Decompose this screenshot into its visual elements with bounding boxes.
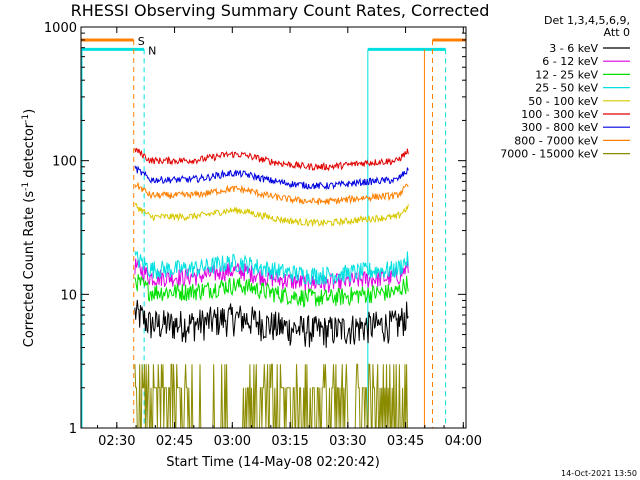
legend-header-line-2: Att 0 xyxy=(604,26,630,39)
series-line-6 xyxy=(134,165,409,191)
y-axis-label-mid: detector xyxy=(22,122,37,182)
series-line-5 xyxy=(134,147,409,172)
series-line-7 xyxy=(134,182,409,206)
legend-label-3: 25 - 50 keV xyxy=(535,82,598,95)
legend-label-8: 7000 - 15000 keV xyxy=(500,148,598,161)
y-axis-label-end: ) xyxy=(22,109,37,114)
y-tick-label-0: 1 xyxy=(69,422,77,437)
axes: 02:30 02:45 03:00 03:15 03:30 03:45 04:00 1 10 10… xyxy=(44,21,482,449)
x-tick-label-2: 03:00 xyxy=(214,434,251,449)
y-axis-label-main: Corrected Count Rate (s xyxy=(22,191,37,348)
plot-area: SN xyxy=(81,35,466,429)
y-axis-label: Corrected Count Rate (s-1 detector-1) xyxy=(21,109,37,347)
x-tick-label-6: 04:00 xyxy=(445,434,482,449)
series-line-0 xyxy=(134,299,409,348)
legend-label-7: 800 - 7000 keV xyxy=(514,134,598,147)
series-line-4 xyxy=(134,202,409,228)
x-tick-label-0: 02:30 xyxy=(98,434,135,449)
chart-title: RHESSI Observing Summary Count Rates, Co… xyxy=(71,1,490,20)
y-axis-label-sup1: -1 xyxy=(21,182,31,191)
legend-label-2: 12 - 25 keV xyxy=(535,68,598,81)
x-tick-label-4: 03:30 xyxy=(329,434,366,449)
y-axis-label-sup2: -1 xyxy=(21,114,31,123)
y-tick-label-2: 100 xyxy=(52,155,77,170)
legend-header-line-1: Det 1,3,4,5,6,9, xyxy=(544,14,630,27)
x-tick-label-3: 03:15 xyxy=(271,434,308,449)
series-line-3 xyxy=(134,250,409,285)
plot-frame xyxy=(80,26,467,429)
legend-label-1: 6 - 12 keV xyxy=(542,55,598,68)
legend-label-5: 100 - 300 keV xyxy=(521,108,598,121)
flag-label-s: S xyxy=(138,35,145,48)
x-tick-label-5: 03:45 xyxy=(387,434,424,449)
series-line-2 xyxy=(134,274,409,308)
legend-label-0: 3 - 6 keV xyxy=(549,42,598,55)
y-tick-label-3: 1000 xyxy=(44,21,77,36)
legend-label-4: 50 - 100 keV xyxy=(528,95,598,108)
series-line-8 xyxy=(134,363,409,429)
x-axis-label: Start Time (14-May-08 02:20:42) xyxy=(166,455,380,470)
timestamp: 14-Oct-2021 13:50 xyxy=(561,469,637,478)
legend-label-6: 300 - 800 keV xyxy=(521,121,598,134)
x-tick-label-1: 02:45 xyxy=(156,434,193,449)
flag-label-n: N xyxy=(148,44,156,57)
y-tick-label-1: 10 xyxy=(60,288,77,303)
